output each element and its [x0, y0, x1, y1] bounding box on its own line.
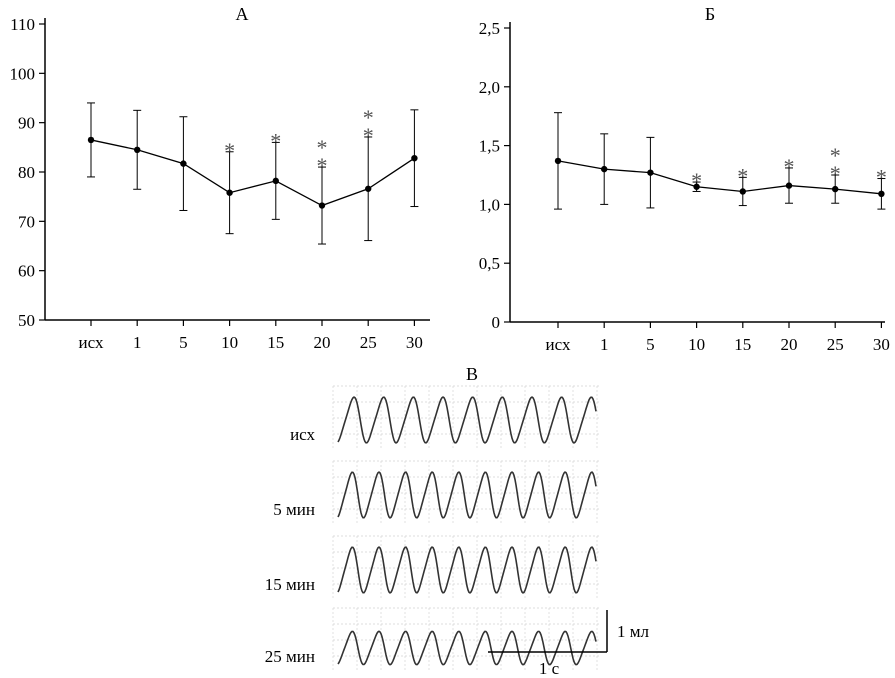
x-tick-label: исх — [546, 335, 571, 354]
series-line — [557, 160, 882, 195]
series-line — [90, 139, 415, 207]
y-tick-label: 0 — [492, 313, 501, 332]
x-tick-label: 5 — [646, 335, 655, 354]
data-point — [318, 202, 326, 209]
trace-row: 15 мин — [265, 535, 600, 598]
trace-row: 25 мин — [265, 607, 600, 670]
significance-star: * — [830, 143, 841, 168]
data-point — [87, 136, 95, 144]
y-tick-label: 70 — [18, 212, 35, 231]
x-tick-label: 20 — [314, 333, 331, 352]
significance-star: * — [363, 105, 374, 130]
data-point — [134, 146, 141, 153]
y-tick-label: 2,0 — [479, 78, 500, 97]
chart-title: А — [236, 4, 249, 24]
trace-rows: исх 5 мин 15 мин 25 мин — [265, 385, 600, 670]
y-tick-label: 2,5 — [479, 19, 500, 38]
trace-waveform — [337, 546, 597, 594]
trace-waveform — [337, 630, 597, 666]
significance-star: * — [737, 163, 748, 188]
x-tick-label: 25 — [827, 335, 844, 354]
data-point — [411, 154, 418, 162]
data-point — [832, 185, 839, 193]
data-point — [785, 182, 793, 189]
trace-waveform — [337, 396, 597, 444]
traces-title: В — [466, 364, 478, 384]
y-tick-label: 1,0 — [479, 195, 500, 214]
trace-waveform — [337, 471, 597, 519]
data-point — [180, 160, 187, 167]
y-tick-label: 100 — [10, 64, 36, 83]
volume-scale-label: 1 мл — [617, 622, 650, 641]
trace-grid — [332, 535, 600, 598]
chart-title: Б — [705, 4, 715, 24]
x-tick-label: 20 — [781, 335, 798, 354]
significance-star: * — [270, 128, 281, 153]
data-point — [739, 188, 746, 195]
data-point — [554, 157, 562, 165]
trace-grid — [332, 460, 600, 523]
y-tick-label: 1,5 — [479, 137, 500, 156]
y-tick-label: 110 — [10, 15, 35, 34]
x-tick-label: 10 — [688, 335, 705, 354]
trace-label: 5 мин — [273, 500, 315, 519]
x-tick-label: 10 — [221, 333, 238, 352]
x-tick-label: 30 — [406, 333, 423, 352]
time-scale-label: 1 с — [539, 659, 560, 678]
trace-label: 25 мин — [265, 647, 315, 666]
significance-star: * — [691, 168, 702, 193]
significance-star: * — [830, 161, 841, 186]
x-tick-label: 5 — [179, 333, 188, 352]
x-tick-label: 30 — [873, 335, 890, 354]
trace-row: исх — [290, 385, 600, 448]
trace-label: исх — [290, 425, 315, 444]
data-point — [272, 177, 279, 185]
x-tick-label: 1 — [133, 333, 142, 352]
y-tick-label: 50 — [18, 311, 35, 330]
trace-grid — [332, 385, 600, 448]
data-point — [226, 189, 233, 196]
significance-star: * — [317, 135, 328, 160]
x-tick-label: исх — [79, 333, 104, 352]
trace-label: 15 мин — [265, 575, 315, 594]
y-tick-label: 90 — [18, 114, 35, 133]
significance-star: * — [224, 138, 235, 163]
significance-star: * — [876, 165, 887, 190]
data-point — [878, 190, 885, 198]
significance-star: * — [317, 153, 328, 178]
significance-star: * — [784, 154, 795, 179]
significance-star: * — [363, 123, 374, 148]
x-tick-label: 15 — [267, 333, 284, 352]
y-tick-label: 60 — [18, 262, 35, 281]
y-tick-label: 0,5 — [479, 254, 500, 273]
data-point — [601, 165, 608, 173]
data-point — [647, 169, 654, 176]
x-tick-label: 25 — [360, 333, 377, 352]
y-tick-label: 80 — [18, 163, 35, 182]
data-point — [365, 185, 372, 192]
scale-bars: 1 мл 1 с — [488, 610, 650, 678]
traces-panel: В исх 5 мин 15 мин 25 мин 1 мл 1 с — [265, 364, 650, 678]
x-tick-label: 15 — [734, 335, 751, 354]
x-tick-label: 1 — [600, 335, 609, 354]
trace-row: 5 мин — [273, 460, 600, 523]
data-point — [693, 183, 700, 190]
